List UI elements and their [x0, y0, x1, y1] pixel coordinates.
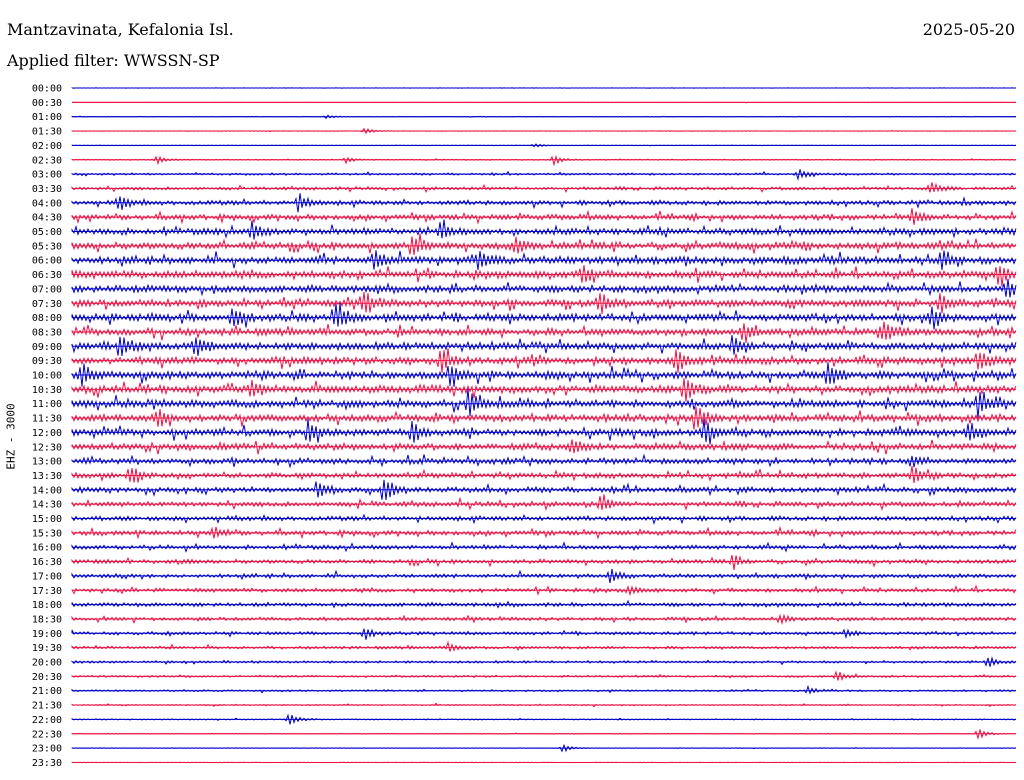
trace-row — [71, 182, 1017, 194]
trace-row — [71, 628, 1017, 640]
row-time-label: 04:00 — [32, 198, 62, 209]
row-time-label: 03:00 — [32, 170, 62, 181]
row-time-label: 17:00 — [32, 571, 62, 582]
row-time-label: 18:00 — [32, 600, 62, 611]
row-time-label: 04:30 — [32, 213, 62, 224]
row-time-label: 22:00 — [32, 715, 62, 726]
trace-row — [71, 265, 1017, 287]
row-time-label: 08:00 — [32, 313, 62, 324]
row-time-label: 13:30 — [32, 471, 62, 482]
row-time-label: 13:00 — [32, 457, 62, 468]
row-time-label: 03:30 — [32, 184, 62, 195]
trace-row — [71, 219, 1017, 240]
row-time-label: 06:30 — [32, 270, 62, 281]
row-time-label: 18:30 — [32, 614, 62, 625]
row-time-label: 20:00 — [32, 658, 62, 669]
row-time-label: 01:00 — [32, 112, 62, 123]
date-label: 2025-05-20 — [922, 20, 1015, 39]
row-time-label: 15:00 — [32, 514, 62, 525]
row-time-label: 05:00 — [32, 227, 62, 238]
row-time-label: 01:30 — [32, 127, 62, 138]
row-time-label: 15:30 — [32, 528, 62, 539]
row-time-label: 02:00 — [32, 141, 62, 152]
row-time-label: 11:00 — [32, 399, 62, 410]
row-time-label: 00:00 — [32, 84, 62, 95]
trace-row — [71, 525, 1017, 540]
trace-row — [71, 513, 1017, 525]
trace-row — [71, 250, 1017, 270]
trace-row — [71, 640, 1017, 652]
row-time-label: 21:30 — [32, 701, 62, 712]
row-time-label: 00:30 — [32, 98, 62, 109]
row-time-label: 19:00 — [32, 629, 62, 640]
row-time-label: 07:30 — [32, 299, 62, 310]
row-time-label: 20:30 — [32, 672, 62, 683]
row-time-label: 16:30 — [32, 557, 62, 568]
row-time-label: 07:00 — [32, 284, 62, 295]
row-time-label: 21:00 — [32, 686, 62, 697]
row-time-label: 05:30 — [32, 241, 62, 252]
row-time-label: 23:00 — [32, 744, 62, 755]
trace-row — [71, 278, 1017, 298]
row-time-label: 12:00 — [32, 428, 62, 439]
row-time-label: 10:30 — [32, 385, 62, 396]
row-time-label: 22:30 — [32, 729, 62, 740]
trace-row — [71, 302, 1017, 330]
row-time-label: 14:30 — [32, 500, 62, 511]
row-time-label: 09:00 — [32, 342, 62, 353]
row-time-label: 09:30 — [32, 356, 62, 367]
row-time-label: 08:30 — [32, 327, 62, 338]
trace-row — [71, 348, 1017, 373]
row-time-label: 06:00 — [32, 256, 62, 267]
row-time-label: 12:30 — [32, 442, 62, 453]
row-time-label: 16:00 — [32, 543, 62, 554]
station-title: Mantzavinata, Kefalonia Isl. — [7, 20, 234, 39]
trace-row — [71, 155, 1017, 167]
row-time-label: 14:00 — [32, 485, 62, 496]
trace-row — [71, 418, 1017, 445]
trace-row — [71, 494, 1017, 512]
trace-row — [71, 439, 1017, 455]
trace-row — [71, 378, 1017, 402]
row-time-label: 17:30 — [32, 586, 62, 597]
row-time-label: 11:30 — [32, 414, 62, 425]
row-time-label: 02:30 — [32, 155, 62, 166]
trace-row — [71, 208, 1017, 225]
trace-row — [71, 554, 1017, 571]
row-time-label: 23:30 — [32, 758, 62, 769]
trace-row — [71, 233, 1017, 256]
trace-row — [71, 335, 1017, 357]
trace-row — [71, 684, 1017, 695]
row-time-label: 10:00 — [32, 371, 62, 382]
filter-label: Applied filter: WWSSN-SP — [7, 51, 220, 70]
trace-row — [71, 466, 1017, 484]
row-time-label: 19:30 — [32, 643, 62, 654]
